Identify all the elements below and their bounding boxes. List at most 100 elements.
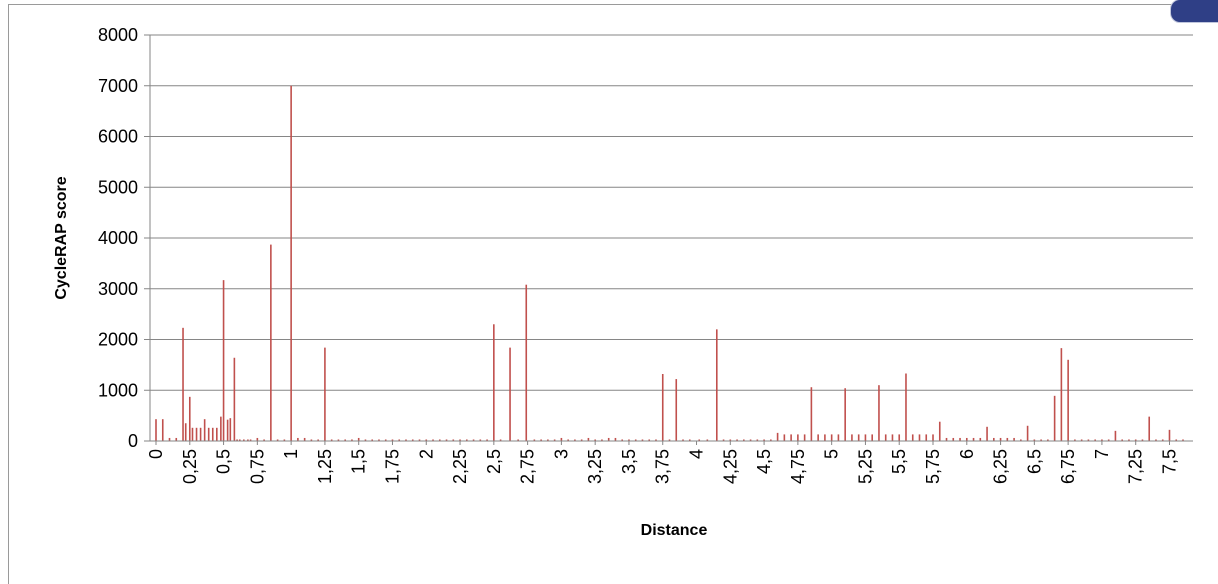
bar <box>297 437 299 441</box>
bar <box>891 434 894 441</box>
bar <box>729 439 732 441</box>
bar <box>749 439 752 441</box>
bar <box>459 439 461 441</box>
x-tick-label: 0,5 <box>214 449 234 474</box>
bar <box>195 427 198 441</box>
y-tick-label: 0 <box>128 431 138 451</box>
bar <box>203 419 206 441</box>
bar <box>884 434 887 441</box>
bar <box>722 439 725 441</box>
bar <box>216 427 218 441</box>
y-tick-label: 1000 <box>98 380 138 400</box>
x-tick-label: 4 <box>687 449 707 459</box>
bar <box>830 434 833 441</box>
bar <box>641 439 644 441</box>
bar <box>445 439 448 441</box>
bar <box>364 439 367 441</box>
bar <box>283 439 286 441</box>
x-tick-label: 2,75 <box>518 449 538 484</box>
bar <box>533 439 536 441</box>
bar <box>191 427 194 441</box>
x-tick-label: 6,5 <box>1024 449 1044 474</box>
bar <box>706 439 709 441</box>
bar <box>247 439 249 441</box>
bar <box>263 439 265 441</box>
x-tick-label: 5,25 <box>855 449 875 484</box>
bar <box>525 284 528 441</box>
bar <box>466 439 468 441</box>
bar <box>479 439 482 441</box>
bar <box>243 439 245 441</box>
x-tick-label: 6,25 <box>991 449 1011 484</box>
bar <box>249 439 252 441</box>
bar <box>837 434 840 441</box>
bar <box>184 423 187 441</box>
bar <box>155 419 157 441</box>
bar <box>1155 439 1157 441</box>
bar <box>472 439 475 441</box>
bar <box>290 85 292 441</box>
bar <box>824 434 826 441</box>
bar <box>357 437 360 441</box>
bar <box>925 434 928 441</box>
bar <box>932 434 934 441</box>
bar <box>817 434 819 441</box>
bar <box>493 324 495 441</box>
bar <box>425 439 428 441</box>
bar <box>1020 439 1022 441</box>
y-tick-label: 3000 <box>98 279 138 299</box>
bar <box>175 437 178 441</box>
bar <box>698 439 701 441</box>
bar <box>743 439 745 441</box>
bar <box>438 439 441 441</box>
bar <box>220 416 222 441</box>
bar <box>952 437 955 441</box>
bar <box>999 437 1002 441</box>
x-tick-label: 1,75 <box>382 449 402 484</box>
bar <box>655 439 657 441</box>
bar <box>770 439 772 441</box>
bar <box>1094 439 1096 441</box>
bar <box>411 439 414 441</box>
x-tick-label: 3,25 <box>585 449 605 484</box>
bar <box>547 439 549 441</box>
bar <box>351 439 353 441</box>
bar <box>405 439 407 441</box>
bar <box>783 434 786 441</box>
bar <box>871 434 873 441</box>
bar <box>844 388 846 441</box>
y-axis-title: CycleRAP score <box>53 176 70 299</box>
bar <box>344 439 346 441</box>
bar <box>1060 348 1063 441</box>
bar <box>621 439 624 441</box>
bar <box>1114 430 1117 441</box>
x-tick-label: 4,75 <box>788 449 808 484</box>
bar <box>317 439 319 441</box>
bar <box>959 437 961 441</box>
bar <box>574 439 576 441</box>
x-tick-label: 7 <box>1092 449 1112 459</box>
bar <box>1161 439 1164 441</box>
bar <box>614 437 617 441</box>
bar <box>986 426 988 441</box>
bar <box>229 418 232 441</box>
bar <box>803 434 806 441</box>
x-tick-label: 6,75 <box>1058 449 1078 484</box>
x-tick-label: 0 <box>146 449 166 459</box>
bar <box>763 439 765 441</box>
bar <box>918 434 921 441</box>
bar <box>168 437 171 441</box>
axes <box>149 35 1193 445</box>
bar <box>1182 439 1184 441</box>
bar <box>661 374 664 441</box>
bar <box>418 439 421 441</box>
bar <box>628 439 630 441</box>
bar <box>1128 439 1130 441</box>
x-tick-label: 7,25 <box>1126 449 1146 484</box>
bar <box>1074 439 1076 441</box>
bar <box>607 437 610 441</box>
x-tick-label: 2,25 <box>450 449 470 484</box>
y-tick-label: 8000 <box>98 25 138 45</box>
bar <box>517 439 519 441</box>
bar <box>1033 439 1036 441</box>
